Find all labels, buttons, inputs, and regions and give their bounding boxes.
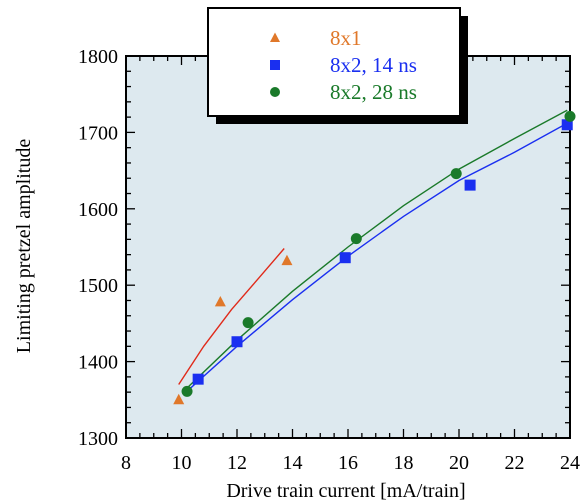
data-point: [464, 179, 476, 191]
x-tick-label: 10: [172, 452, 192, 474]
legend-label: 8x2, 28 ns: [330, 80, 417, 104]
fit-line: [183, 122, 568, 395]
data-point: [214, 295, 226, 307]
y-tick-label: 1300: [78, 428, 118, 450]
x-tick-label: 16: [338, 452, 358, 474]
y-tick-label: 1800: [78, 46, 118, 68]
y-tick-label: 1500: [78, 275, 118, 297]
legend-label: 8x2, 14 ns: [330, 53, 417, 77]
x-tick-label: 22: [505, 452, 525, 474]
legend-marker: [270, 60, 280, 70]
x-axis-title: Drive train current [mA/train]: [226, 480, 465, 502]
y-tick-label: 1400: [78, 352, 118, 374]
fit-curves: [178, 109, 568, 395]
data-point: [231, 336, 243, 348]
legend-marker: [270, 32, 280, 42]
x-tick-label: 20: [449, 452, 469, 474]
data-points: [173, 110, 576, 405]
y-axis-title: Limiting pretzel amplitude: [13, 139, 35, 354]
data-point: [242, 317, 254, 329]
legend-label: 8x1: [330, 26, 362, 50]
x-tick-label: 24: [560, 452, 580, 474]
legend-marker: [270, 87, 280, 97]
data-point: [181, 385, 193, 397]
legend: 8x1 8x2, 14 ns 8x2, 28 ns: [207, 7, 468, 124]
data-point: [350, 233, 362, 245]
x-tick-label: 8: [121, 452, 131, 474]
x-tick-label: 18: [394, 452, 414, 474]
x-tick-label: 12: [227, 452, 247, 474]
data-point: [450, 168, 462, 180]
fit-line: [183, 109, 568, 392]
y-tick-label: 1600: [78, 199, 118, 221]
legend-box: [207, 7, 461, 117]
fit-line: [178, 248, 285, 385]
data-point: [564, 110, 576, 122]
tick-labels: 8 10 12 14 16 18 20 22 24 1300 1400 1500 1600 1700 180…: [78, 46, 580, 474]
data-point: [561, 119, 573, 131]
data-point: [281, 254, 293, 266]
y-tick-label: 1700: [78, 122, 118, 144]
x-tick-label: 14: [283, 452, 303, 474]
data-point: [192, 373, 204, 385]
data-point: [339, 252, 351, 264]
data-point: [173, 393, 185, 405]
